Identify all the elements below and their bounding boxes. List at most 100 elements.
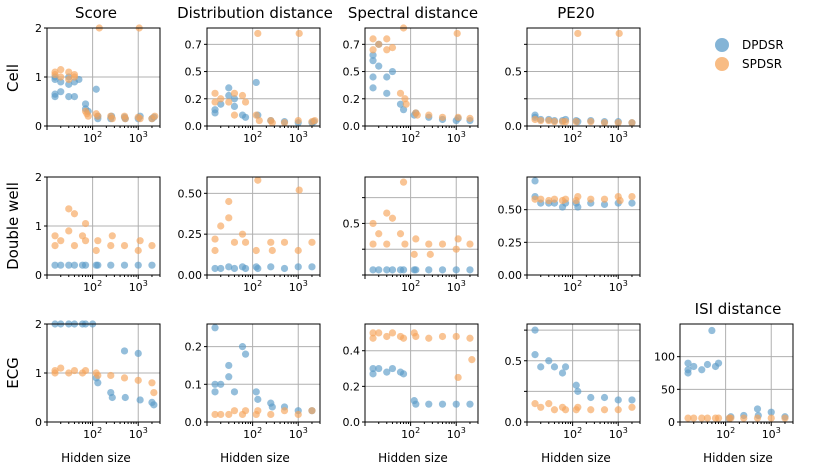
data-point-spdsr (217, 222, 225, 230)
data-point-dpdsr (120, 261, 129, 269)
data-point-spdsr (690, 414, 698, 422)
column-title-isi-distance: ISI distance (695, 300, 782, 318)
row-label-double-well: Double well (4, 182, 22, 270)
xtick-label: 102 (83, 130, 102, 145)
data-point-spdsr (466, 240, 474, 248)
axes-frame (364, 323, 479, 423)
data-point-spdsr (51, 242, 59, 250)
xtick-label: 102 (83, 426, 102, 441)
data-point-spdsr (294, 246, 302, 255)
data-point-dpdsr (466, 266, 474, 274)
data-point-spdsr (369, 240, 377, 248)
xtick-label: 102 (401, 279, 420, 294)
xtick-label: 103 (447, 426, 466, 441)
data-point-spdsr (600, 119, 609, 127)
data-point-dpdsr (238, 343, 247, 351)
data-point-spdsr (211, 98, 219, 106)
data-point-dpdsr (545, 357, 553, 365)
data-point-spdsr (425, 240, 433, 248)
xtick-label: 102 (716, 426, 735, 441)
panel-dw-pe20: 0.00 0.25 0.50 102 103 (498, 176, 641, 294)
ytick-label: 0.0 (343, 120, 361, 133)
data-point-dpdsr (70, 261, 79, 269)
row-label-cell: Cell (4, 64, 22, 92)
data-point-spdsr (426, 250, 434, 258)
data-point-spdsr (230, 238, 239, 246)
data-point-spdsr (388, 44, 397, 52)
data-point-spdsr (211, 89, 219, 97)
ytick-label: 0 (668, 416, 675, 429)
data-point-spdsr (537, 116, 545, 125)
data-point-dpdsr (383, 89, 391, 97)
data-point-dpdsr (51, 93, 59, 101)
ytick-label: 0.2 (343, 93, 361, 106)
data-point-spdsr (107, 242, 115, 250)
data-point-spdsr (572, 118, 580, 126)
data-point-dpdsr (254, 395, 262, 403)
data-point-dpdsr (412, 266, 420, 274)
data-point-spdsr (468, 356, 476, 364)
ytick-label: 0 (35, 269, 42, 282)
data-point-spdsr (714, 414, 723, 422)
data-point-spdsr (238, 230, 247, 238)
data-point-spdsr (57, 237, 65, 245)
data-point-spdsr (57, 73, 65, 81)
data-point-spdsr (454, 373, 462, 382)
ytick-label: 0.2 (185, 341, 203, 354)
data-point-spdsr (413, 111, 421, 119)
data-point-spdsr (65, 75, 73, 84)
panel-cell-pe20: 0.0 0.5 102 103 (505, 27, 641, 145)
xtick-label: 103 (129, 130, 148, 145)
data-point-spdsr (452, 332, 460, 341)
data-point-spdsr (211, 246, 219, 255)
column-title-distribution-distance: Distribution distance (177, 4, 333, 22)
legend-marker-spdsr (715, 57, 729, 71)
ytick-label: 0.0 (185, 416, 203, 429)
xlabel-distribution: Hidden size (220, 451, 290, 465)
data-point-spdsr (587, 406, 595, 414)
data-point-dpdsr (148, 261, 156, 269)
data-point-dpdsr (225, 361, 233, 370)
data-point-spdsr (402, 100, 410, 108)
axes-frame (206, 176, 321, 276)
data-point-spdsr (550, 118, 559, 126)
axes-frame (206, 323, 321, 423)
data-point-dpdsr (254, 264, 262, 273)
data-point-dpdsr (537, 363, 545, 371)
data-point-dpdsr (572, 381, 580, 389)
data-point-spdsr (94, 237, 102, 245)
data-point-dpdsr (375, 364, 383, 373)
data-point-spdsr (550, 406, 559, 414)
data-point-spdsr (375, 230, 383, 238)
data-point-spdsr (225, 197, 233, 206)
data-point-dpdsr (217, 264, 225, 273)
data-point-dpdsr (388, 364, 397, 373)
data-point-dpdsr (107, 261, 115, 269)
data-point-spdsr (84, 112, 92, 120)
data-point-spdsr (574, 29, 582, 38)
ytick-label: 0.0 (505, 416, 523, 429)
data-point-spdsr (51, 369, 59, 377)
data-point-spdsr (628, 193, 636, 201)
data-point-spdsr (65, 227, 73, 235)
row-label-ecg: ECG (4, 357, 22, 389)
data-point-spdsr (425, 334, 433, 342)
axes-frame (526, 27, 641, 127)
data-point-dpdsr (241, 113, 250, 121)
data-point-spdsr (280, 119, 289, 127)
data-point-spdsr (388, 214, 397, 222)
data-point-spdsr (388, 329, 397, 337)
data-point-dpdsr (65, 261, 73, 269)
data-point-dpdsr (753, 405, 762, 413)
ytick-label: 0.0 (185, 120, 203, 133)
column-title-score: Score (75, 4, 117, 22)
data-point-dpdsr (574, 203, 582, 211)
axes-frame (46, 27, 161, 127)
data-point-spdsr (399, 178, 408, 186)
data-point-dpdsr (230, 102, 239, 110)
data-point-dpdsr (230, 388, 239, 396)
data-point-spdsr (254, 176, 262, 184)
data-point-dpdsr (708, 326, 716, 335)
data-point-spdsr (383, 240, 391, 248)
